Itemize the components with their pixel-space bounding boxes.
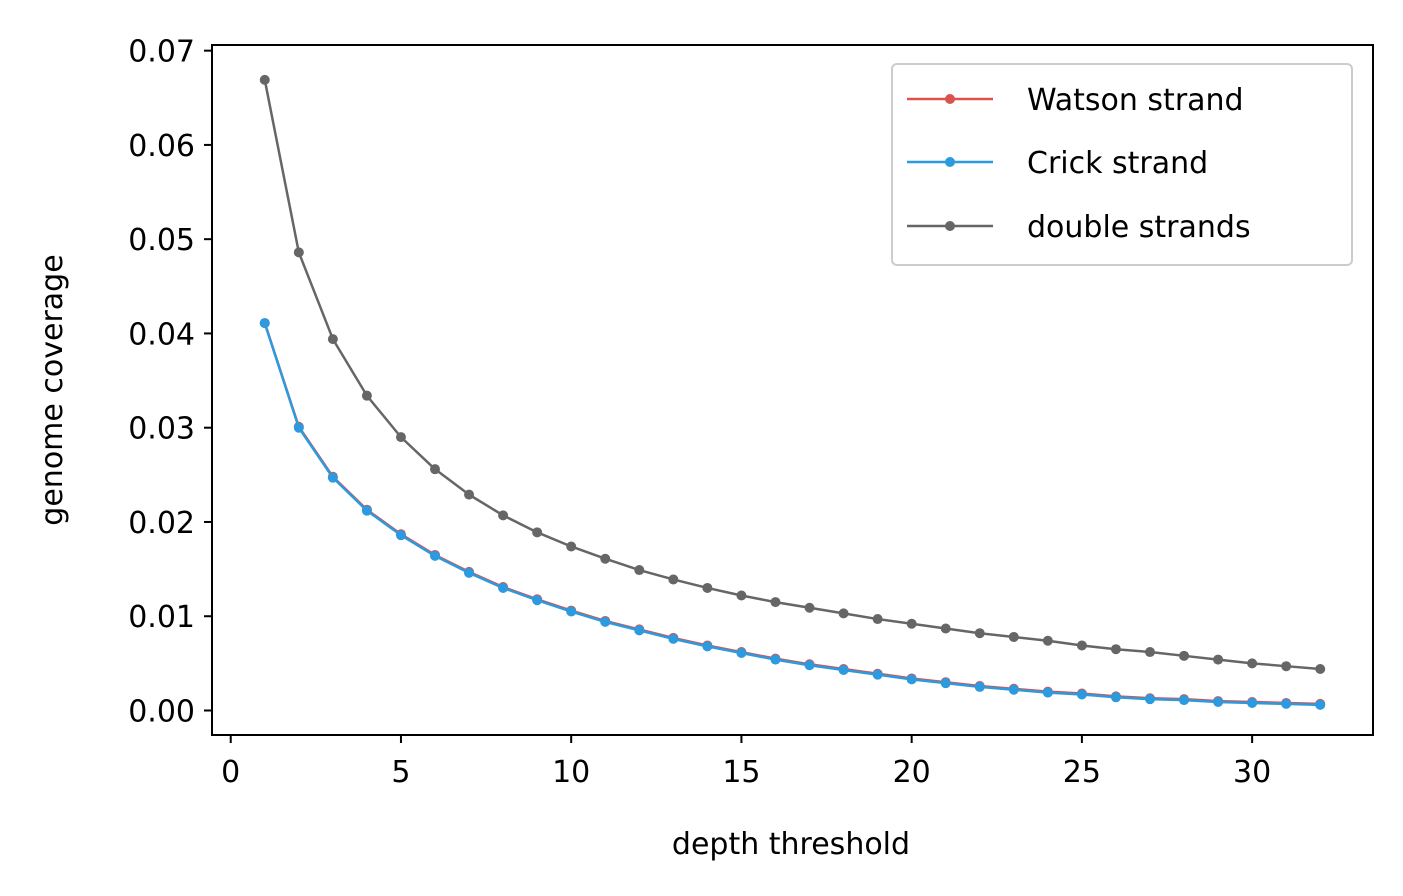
legend-marker-crick	[945, 157, 955, 167]
data-point	[1144, 647, 1155, 658]
y-tick-label: 0.06	[128, 129, 195, 164]
x-tick-label: 20	[893, 755, 931, 790]
legend-box	[891, 63, 1353, 266]
data-point	[1315, 664, 1326, 675]
data-point	[770, 597, 781, 608]
data-point	[600, 616, 611, 627]
data-point	[668, 633, 679, 644]
data-point	[1281, 698, 1292, 709]
data-point	[906, 618, 917, 629]
data-point	[464, 567, 475, 578]
x-tick-label: 10	[552, 755, 590, 790]
data-point	[974, 681, 985, 692]
data-point	[1213, 654, 1224, 665]
data-point	[1247, 697, 1258, 708]
data-point	[1247, 658, 1258, 669]
legend-entry-crick: Crick strand	[907, 146, 1208, 181]
x-tick-label: 0	[221, 755, 240, 790]
data-point	[532, 527, 543, 538]
legend-marker-double	[945, 221, 955, 231]
data-point	[1315, 699, 1326, 710]
data-point	[395, 530, 406, 541]
legend-label-watson: Watson strand	[1027, 83, 1244, 118]
series-line-0	[263, 322, 1321, 706]
data-point	[327, 334, 338, 345]
legend-label-crick: Crick strand	[1027, 146, 1208, 181]
data-point	[1008, 631, 1019, 642]
data-point	[770, 654, 781, 665]
y-tick-label: 0.03	[128, 412, 195, 447]
data-point	[395, 432, 406, 443]
plot-area	[259, 74, 1326, 710]
data-point	[1076, 640, 1087, 651]
data-point	[259, 74, 270, 85]
data-point	[668, 574, 679, 585]
data-point	[1110, 644, 1121, 655]
axes: 0 5 10 15 20 25 30 0.00 0.01 0.02 0.03 0.04 0.05 0.06…	[128, 35, 1374, 790]
legend-entry-watson: Watson strand	[907, 83, 1244, 118]
data-point	[736, 647, 747, 658]
data-point	[702, 641, 713, 652]
legend-entry-double: double strands	[907, 210, 1251, 245]
data-point	[464, 489, 475, 500]
data-point	[1042, 687, 1053, 698]
data-point	[906, 674, 917, 685]
data-point	[430, 550, 441, 561]
data-point	[566, 541, 577, 552]
data-point	[940, 678, 951, 689]
y-tick-label: 0.01	[128, 600, 195, 635]
data-point	[430, 464, 441, 475]
data-point	[1110, 692, 1121, 703]
x-tick-label: 5	[391, 755, 410, 790]
data-point	[1008, 684, 1019, 695]
data-point	[974, 628, 985, 639]
data-point	[498, 510, 509, 521]
data-point	[838, 664, 849, 675]
x-axis-label: depth threshold	[672, 827, 910, 862]
data-point	[702, 582, 713, 593]
y-tick-label: 0.04	[128, 317, 195, 352]
y-tick-label: 0.07	[128, 35, 195, 70]
legend-marker-watson	[945, 94, 955, 104]
data-point	[293, 422, 304, 433]
data-point	[532, 595, 543, 606]
x-tick-label: 25	[1063, 755, 1101, 790]
x-tick-label: 15	[722, 755, 760, 790]
data-point	[872, 614, 883, 625]
data-point	[1213, 697, 1224, 708]
data-point	[1281, 661, 1292, 672]
data-point	[736, 590, 747, 601]
data-point	[566, 606, 577, 617]
x-tick-label: 30	[1233, 755, 1271, 790]
data-point	[940, 623, 951, 634]
data-point	[293, 247, 304, 258]
y-tick-label: 0.02	[128, 506, 195, 541]
data-point	[1144, 694, 1155, 705]
data-point	[259, 318, 270, 329]
y-axis-label: genome coverage	[35, 254, 70, 525]
data-point	[498, 582, 509, 593]
legend: Watson strand Crick strand double strand…	[891, 63, 1353, 266]
data-point	[804, 602, 815, 613]
data-point	[1179, 650, 1190, 661]
data-point	[838, 608, 849, 619]
data-point	[1076, 689, 1087, 700]
y-tick-label: 0.00	[128, 694, 195, 729]
data-point	[804, 660, 815, 671]
data-point	[1179, 695, 1190, 706]
data-point	[327, 472, 338, 483]
data-point	[1042, 635, 1053, 646]
y-tick-label: 0.05	[128, 223, 195, 258]
axes-frame	[211, 44, 1374, 736]
data-point	[600, 553, 611, 564]
data-point	[872, 669, 883, 680]
data-point	[634, 565, 645, 576]
series-line-1	[263, 322, 1321, 707]
data-point	[634, 625, 645, 636]
data-point	[361, 390, 372, 401]
series-line-2	[263, 79, 1321, 671]
legend-label-double: double strands	[1027, 210, 1251, 245]
data-point	[361, 505, 372, 516]
